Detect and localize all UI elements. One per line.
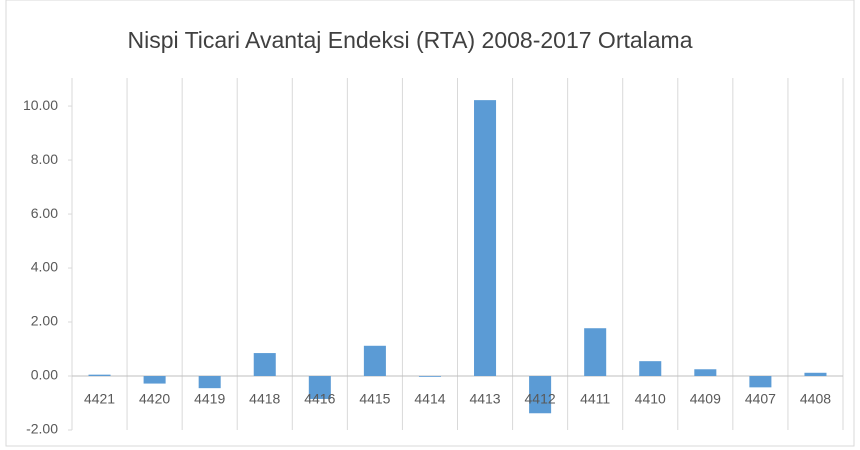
chart-title: Nispi Ticari Avantaj Endeksi (RTA) 2008-… — [127, 27, 692, 53]
x-tick-label: 4408 — [800, 391, 831, 407]
x-tick-label: 4410 — [635, 391, 666, 407]
x-tick-label: 4414 — [414, 391, 445, 407]
bar — [584, 328, 607, 377]
bar — [804, 372, 827, 377]
bar — [418, 376, 441, 377]
x-tick-label: 4420 — [139, 391, 170, 407]
bar — [143, 376, 166, 384]
y-tick-label: -2.00 — [26, 421, 58, 437]
y-tick-label: 6.00 — [31, 205, 58, 221]
x-tick-label: 4416 — [304, 391, 335, 407]
x-tick-label: 4412 — [525, 391, 556, 407]
bar — [529, 376, 552, 414]
x-tick-label: 4419 — [194, 391, 225, 407]
bar — [363, 345, 386, 377]
bar — [88, 374, 111, 377]
bar — [639, 361, 662, 377]
bar — [474, 100, 497, 377]
bar — [198, 376, 221, 389]
x-tick-label: 4418 — [249, 391, 280, 407]
bar — [308, 376, 331, 399]
chart-border — [5, 0, 855, 447]
y-tick-label: 4.00 — [31, 259, 58, 275]
x-tick-label: 4413 — [469, 391, 500, 407]
bar — [749, 376, 772, 388]
bar — [694, 369, 717, 377]
x-tick-label: 4411 — [580, 391, 610, 407]
y-tick-label: 2.00 — [31, 313, 58, 329]
x-tick-label: 4421 — [84, 391, 115, 407]
bar — [253, 353, 276, 377]
y-tick-label: 0.00 — [31, 367, 58, 383]
x-tick-label: 4409 — [690, 391, 721, 407]
y-tick-label: 8.00 — [31, 151, 58, 167]
y-tick-label: 10.00 — [23, 97, 58, 113]
x-tick-label: 4407 — [745, 391, 776, 407]
x-tick-label: 4415 — [359, 391, 390, 407]
